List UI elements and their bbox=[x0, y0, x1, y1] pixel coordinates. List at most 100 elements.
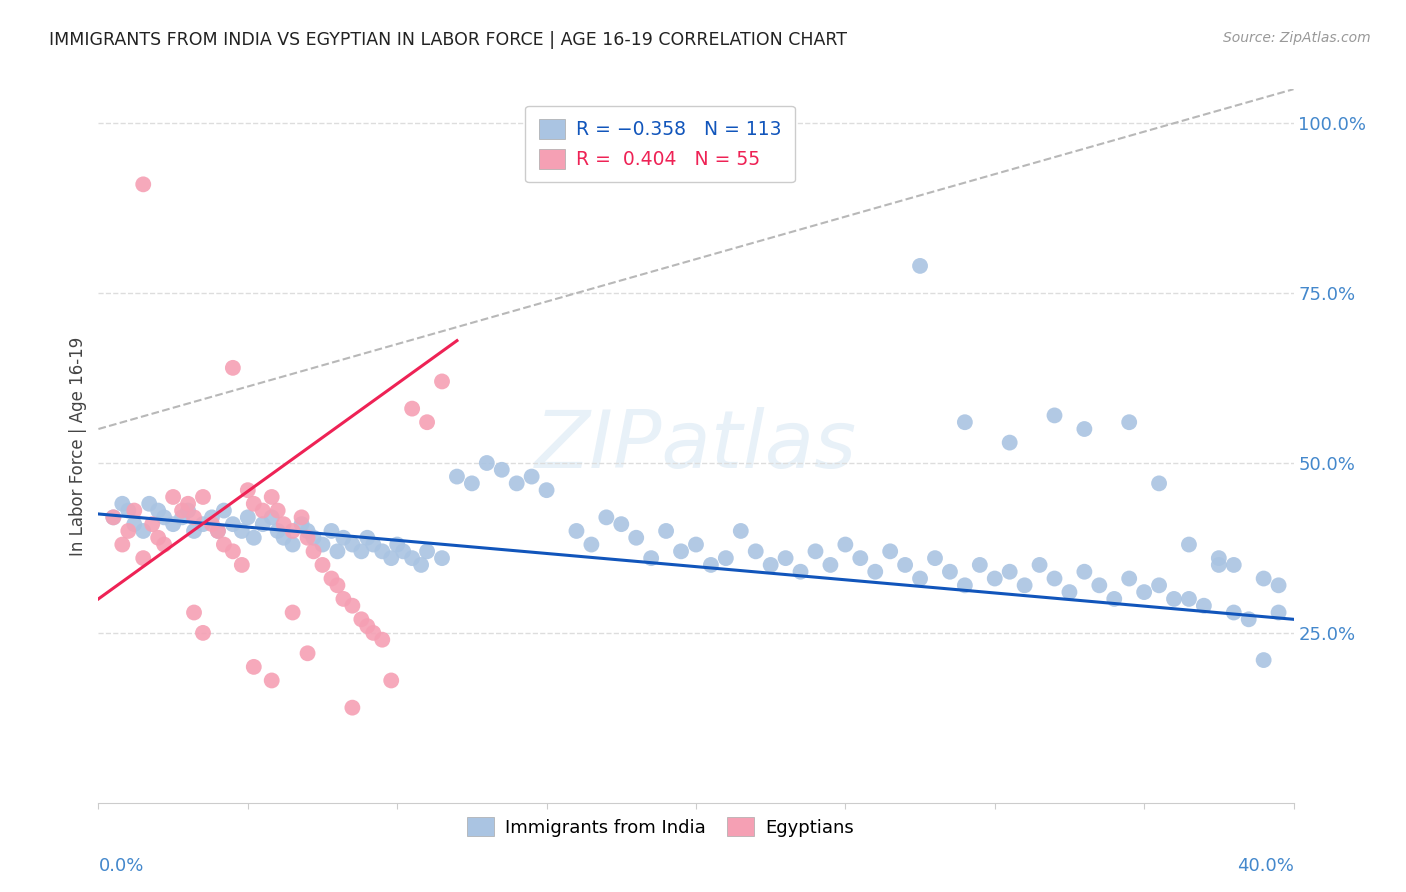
Point bbox=[1118, 572, 1140, 586]
Point bbox=[984, 572, 1007, 586]
Point bbox=[342, 599, 364, 613]
Point bbox=[1267, 578, 1289, 592]
Point bbox=[759, 558, 782, 572]
Point bbox=[1147, 476, 1170, 491]
Point bbox=[1073, 422, 1095, 436]
Point bbox=[273, 531, 295, 545]
Point bbox=[103, 510, 125, 524]
Point bbox=[177, 503, 200, 517]
Point bbox=[321, 524, 343, 538]
Point bbox=[260, 673, 283, 688]
Point bbox=[626, 531, 648, 545]
Point bbox=[865, 565, 887, 579]
Point bbox=[172, 510, 194, 524]
Point bbox=[1253, 653, 1275, 667]
Point bbox=[1178, 537, 1201, 551]
Point bbox=[281, 606, 304, 620]
Point bbox=[243, 497, 266, 511]
Point bbox=[595, 510, 617, 524]
Point bbox=[212, 537, 235, 551]
Point bbox=[380, 673, 402, 688]
Point bbox=[685, 537, 707, 551]
Point bbox=[148, 503, 170, 517]
Point bbox=[849, 551, 872, 566]
Point bbox=[789, 565, 811, 579]
Point bbox=[385, 537, 409, 551]
Text: 40.0%: 40.0% bbox=[1237, 857, 1294, 875]
Point bbox=[267, 503, 290, 517]
Point bbox=[775, 551, 797, 566]
Point bbox=[291, 510, 314, 524]
Point bbox=[714, 551, 737, 566]
Point bbox=[117, 524, 139, 538]
Point bbox=[1208, 558, 1230, 572]
Point bbox=[953, 578, 976, 592]
Point bbox=[267, 524, 290, 538]
Point bbox=[1147, 578, 1170, 592]
Point bbox=[640, 551, 662, 566]
Point bbox=[231, 524, 253, 538]
Point bbox=[342, 537, 364, 551]
Point bbox=[132, 551, 155, 566]
Point bbox=[730, 524, 752, 538]
Point bbox=[700, 558, 723, 572]
Point bbox=[363, 626, 385, 640]
Point bbox=[326, 544, 349, 558]
Point bbox=[111, 537, 134, 551]
Point bbox=[804, 544, 827, 558]
Point bbox=[326, 578, 349, 592]
Point bbox=[222, 544, 245, 558]
Point bbox=[153, 510, 176, 524]
Point bbox=[894, 558, 917, 572]
Point bbox=[281, 524, 304, 538]
Point bbox=[908, 572, 931, 586]
Point bbox=[1223, 558, 1246, 572]
Point bbox=[908, 259, 931, 273]
Point bbox=[243, 660, 266, 674]
Point bbox=[356, 619, 378, 633]
Point bbox=[141, 517, 163, 532]
Point bbox=[236, 510, 259, 524]
Text: IMMIGRANTS FROM INDIA VS EGYPTIAN IN LABOR FORCE | AGE 16-19 CORRELATION CHART: IMMIGRANTS FROM INDIA VS EGYPTIAN IN LAB… bbox=[49, 31, 848, 49]
Point bbox=[302, 531, 325, 545]
Point bbox=[834, 537, 856, 551]
Point bbox=[953, 415, 976, 429]
Point bbox=[411, 558, 433, 572]
Text: Source: ZipAtlas.com: Source: ZipAtlas.com bbox=[1223, 31, 1371, 45]
Point bbox=[1059, 585, 1081, 599]
Point bbox=[117, 503, 139, 517]
Point bbox=[1178, 591, 1201, 606]
Point bbox=[222, 517, 245, 532]
Point bbox=[1163, 591, 1185, 606]
Point bbox=[461, 476, 484, 491]
Point bbox=[260, 510, 283, 524]
Point bbox=[1223, 606, 1246, 620]
Point bbox=[342, 700, 364, 714]
Point bbox=[350, 612, 373, 626]
Point bbox=[302, 544, 325, 558]
Point bbox=[998, 565, 1021, 579]
Point bbox=[655, 524, 678, 538]
Point bbox=[124, 503, 146, 517]
Text: 0.0%: 0.0% bbox=[98, 857, 143, 875]
Point bbox=[332, 531, 354, 545]
Point bbox=[273, 517, 295, 532]
Point bbox=[252, 503, 274, 517]
Point bbox=[879, 544, 901, 558]
Point bbox=[1073, 565, 1095, 579]
Y-axis label: In Labor Force | Age 16-19: In Labor Force | Age 16-19 bbox=[69, 336, 87, 556]
Point bbox=[148, 531, 170, 545]
Point bbox=[506, 476, 529, 491]
Point bbox=[281, 537, 304, 551]
Point bbox=[212, 503, 235, 517]
Point bbox=[1237, 612, 1260, 626]
Point bbox=[191, 626, 214, 640]
Point bbox=[1043, 409, 1066, 423]
Point bbox=[321, 572, 343, 586]
Point bbox=[311, 558, 333, 572]
Point bbox=[177, 497, 200, 511]
Point bbox=[350, 544, 373, 558]
Point bbox=[191, 490, 214, 504]
Point bbox=[311, 537, 333, 551]
Point bbox=[252, 517, 274, 532]
